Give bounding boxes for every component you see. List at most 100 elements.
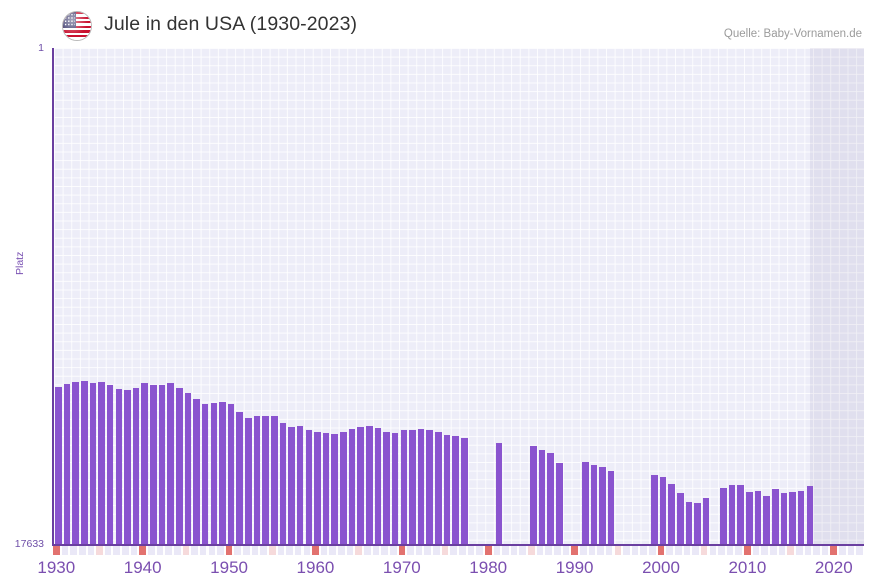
x-axis-minor-tick	[70, 546, 77, 555]
bar[interactable]	[676, 493, 684, 545]
bar[interactable]	[581, 462, 589, 545]
x-axis-minor-tick	[752, 546, 760, 555]
x-axis-label: 2010	[728, 558, 767, 577]
bar[interactable]	[296, 426, 304, 545]
x-axis-minor-tick	[355, 546, 362, 555]
bar[interactable]	[98, 382, 105, 545]
bar[interactable]	[556, 462, 563, 545]
bar[interactable]	[391, 433, 399, 545]
bar[interactable]	[357, 427, 364, 545]
bar[interactable]	[262, 415, 269, 545]
bar[interactable]	[720, 487, 727, 545]
bar[interactable]	[193, 399, 200, 545]
bar[interactable]	[409, 429, 416, 545]
bar[interactable]	[80, 381, 88, 545]
x-axis-minor-tick	[467, 546, 475, 555]
x-axis-minor-tick	[338, 546, 345, 555]
bar[interactable]	[288, 427, 295, 545]
bar[interactable]	[219, 402, 226, 545]
bar[interactable]	[651, 474, 658, 545]
x-axis-minor-tick	[528, 546, 535, 555]
bar[interactable]	[590, 464, 598, 545]
bar[interactable]	[55, 386, 62, 545]
bar[interactable]	[115, 389, 123, 545]
bar[interactable]	[599, 466, 606, 545]
x-axis-minor-tick	[407, 546, 414, 555]
x-axis-minor-tick	[96, 546, 103, 555]
bar[interactable]	[754, 490, 762, 545]
bar[interactable]	[305, 429, 313, 545]
bar[interactable]	[452, 435, 459, 545]
bar[interactable]	[780, 493, 788, 545]
bar[interactable]	[461, 437, 468, 545]
bar[interactable]	[158, 385, 166, 545]
x-axis-minor-tick	[640, 546, 647, 555]
bar[interactable]	[150, 384, 157, 545]
bar[interactable]	[417, 429, 425, 545]
x-axis-minor-tick	[726, 546, 734, 555]
bar[interactable]	[279, 423, 287, 545]
bar[interactable]	[253, 416, 261, 545]
bar[interactable]	[435, 432, 442, 545]
bar[interactable]	[547, 452, 554, 545]
bar[interactable]	[530, 446, 537, 545]
bar[interactable]	[245, 418, 252, 545]
bar[interactable]	[366, 426, 373, 545]
bar[interactable]	[175, 387, 183, 545]
bar[interactable]	[685, 501, 693, 545]
bar[interactable]	[314, 431, 321, 545]
bar[interactable]	[746, 491, 753, 545]
bar[interactable]	[538, 449, 546, 545]
x-axis-minor-tick	[813, 546, 820, 555]
bar[interactable]	[772, 489, 779, 545]
bar[interactable]	[210, 403, 218, 545]
bar[interactable]	[89, 383, 97, 545]
bar[interactable]	[124, 389, 131, 545]
bar[interactable]	[331, 434, 339, 545]
bar[interactable]	[737, 484, 745, 545]
bar[interactable]	[495, 443, 503, 545]
bar[interactable]	[201, 403, 209, 545]
x-axis-minor-tick	[199, 546, 207, 555]
bar[interactable]	[236, 411, 243, 545]
x-axis-minor-tick	[847, 546, 855, 555]
bar[interactable]	[607, 470, 615, 545]
x-axis-minor-tick	[502, 546, 509, 555]
x-axis-minor-tick	[78, 546, 86, 555]
bar[interactable]	[348, 429, 356, 545]
bar[interactable]	[322, 432, 330, 545]
bar[interactable]	[763, 495, 770, 545]
bar[interactable]	[132, 387, 140, 545]
bar[interactable]	[383, 431, 390, 545]
bar[interactable]	[806, 485, 814, 545]
bar[interactable]	[141, 383, 148, 545]
bar[interactable]	[167, 383, 174, 545]
x-axis-minor-tick	[234, 546, 241, 555]
x-axis-minor-tick	[459, 546, 466, 555]
bar[interactable]	[400, 430, 408, 545]
bar[interactable]	[270, 415, 278, 545]
x-axis-minor-tick	[631, 546, 639, 555]
bar[interactable]	[702, 497, 710, 545]
x-axis-minor-tick	[294, 546, 302, 555]
x-axis-minor-tick	[649, 546, 656, 555]
bar[interactable]	[426, 430, 434, 545]
bar[interactable]	[443, 434, 451, 545]
bar[interactable]	[340, 432, 347, 545]
bar[interactable]	[668, 483, 675, 545]
bar[interactable]	[72, 382, 79, 545]
x-axis-minor-tick	[536, 546, 544, 555]
bar[interactable]	[694, 502, 701, 545]
x-axis-minor-tick	[441, 546, 449, 555]
bar[interactable]	[797, 491, 805, 545]
bar[interactable]	[184, 392, 192, 545]
bar[interactable]	[728, 485, 736, 545]
bar[interactable]	[374, 427, 382, 545]
bar[interactable]	[227, 404, 235, 545]
bar[interactable]	[106, 385, 114, 545]
x-axis-minor-tick	[770, 546, 777, 555]
x-axis-minor-tick	[217, 546, 224, 555]
bar[interactable]	[63, 383, 71, 545]
bar[interactable]	[789, 491, 796, 545]
bar[interactable]	[659, 477, 667, 545]
